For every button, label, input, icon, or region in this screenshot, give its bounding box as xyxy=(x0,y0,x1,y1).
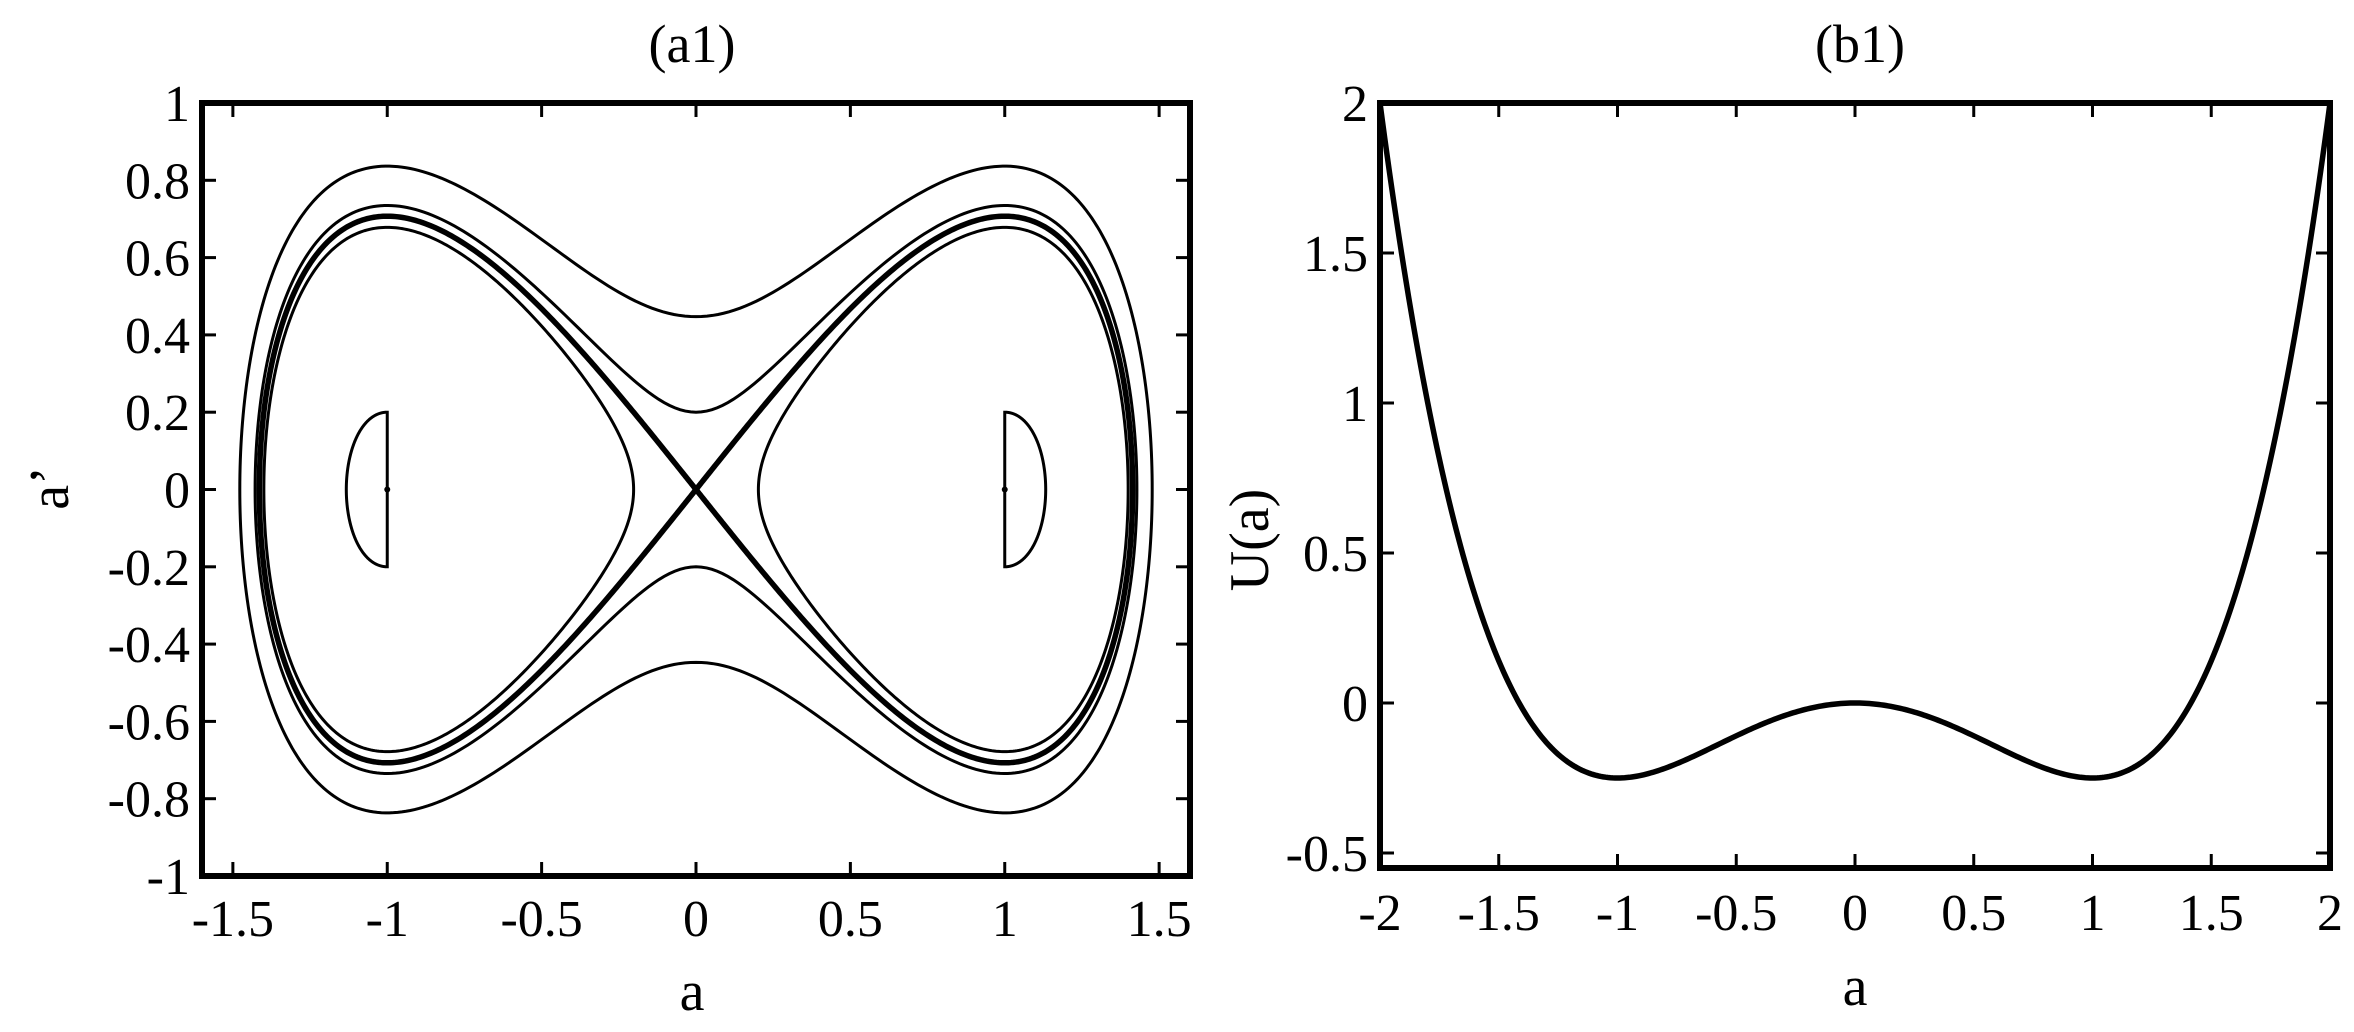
y-axis-label: U(a) xyxy=(1219,489,1281,592)
fixed-point xyxy=(384,486,391,493)
phase-portrait-curves xyxy=(238,164,1154,815)
y-axis-label: a’ xyxy=(19,466,81,510)
y-tick-label: 0 xyxy=(164,463,190,520)
x-tick-label: -1.5 xyxy=(1458,885,1540,942)
y-axis-ticks: 1 0.8 0.6 0.4 0.2 0 -0.2 -0.4 -0.6 -0.8 -1 xyxy=(108,76,1190,906)
phase-curve-inner xyxy=(344,410,389,569)
phase-curve-inner xyxy=(756,225,1130,754)
y-tick-label: 1 xyxy=(1342,376,1368,433)
y-tick-label: -0.5 xyxy=(1286,826,1368,883)
y-tick-label: -0.4 xyxy=(108,617,190,674)
y-tick-label: 0.6 xyxy=(125,231,190,288)
phase-curve-outer xyxy=(253,203,1139,776)
fixed-point xyxy=(693,486,699,493)
y-tick-label: 2 xyxy=(1342,76,1368,133)
x-tick-label: 0.5 xyxy=(1941,885,2006,942)
x-tick-label: 1.5 xyxy=(2179,885,2244,942)
phase-curve-inner xyxy=(1003,410,1048,569)
x-axis-ticks: -2 -1.5 -1 -0.5 0 0.5 1 1.5 2 xyxy=(1358,103,2343,942)
x-tick-label: 0 xyxy=(1842,885,1868,942)
phase-curve-inner xyxy=(262,225,636,754)
y-tick-label: 0 xyxy=(1342,676,1368,733)
x-tick-label: -2 xyxy=(1358,885,1401,942)
x-tick-label: 0.5 xyxy=(818,891,883,948)
x-tick-label: 2 xyxy=(2317,885,2343,942)
panel-b1: (b1) -2 -1.5 -1 -0.5 0 0.5 1 1.5 2 2 1.5 1 0.5 0 -0.5… xyxy=(1219,14,2343,1018)
fixed-point xyxy=(1001,486,1008,493)
x-tick-label: -1 xyxy=(366,891,409,948)
x-tick-label: -0.5 xyxy=(500,891,582,948)
x-axis-label: a xyxy=(1843,956,1868,1018)
x-tick-label: 1 xyxy=(992,891,1018,948)
y-tick-label: -0.2 xyxy=(108,540,190,597)
potential-line xyxy=(1377,102,2333,781)
panel-a1-title: (a1) xyxy=(649,14,736,74)
panel-b1-frame xyxy=(1377,100,2333,871)
panel-a1: (a1) -1.5 -1 -0.5 0 0.5 1 1.5 10.80.60.40.20-0… xyxy=(19,14,1193,1023)
x-tick-label: 1 xyxy=(2080,885,2106,942)
y-axis-ticks: 2 1.5 1 0.5 0 -0.5 xyxy=(1286,76,2330,883)
y-tick-label: 0.2 xyxy=(125,385,190,442)
x-axis-label: a xyxy=(680,961,705,1023)
x-tick-label: -0.5 xyxy=(1695,885,1777,942)
separatrix-curve xyxy=(692,213,1136,766)
y-tick-label: 1 xyxy=(164,76,190,133)
y-tick-label: 0.8 xyxy=(125,153,190,210)
x-tick-label: 0 xyxy=(683,891,709,948)
y-tick-label: 0.4 xyxy=(125,308,190,365)
phase-curve-outer xyxy=(238,164,1154,815)
x-tick-label: -1.5 xyxy=(192,891,274,948)
y-tick-label: -0.8 xyxy=(108,772,190,829)
panel-b1-title: (b1) xyxy=(1815,14,1905,74)
y-tick-label: -1 xyxy=(147,849,190,906)
x-axis-ticks: -1.5 -1 -0.5 0 0.5 1 1.5 xyxy=(192,103,1192,948)
y-tick-label: -0.6 xyxy=(108,694,190,751)
y-tick-label: 1.5 xyxy=(1303,226,1368,283)
y-tick-label: 0.5 xyxy=(1303,526,1368,583)
potential-curve xyxy=(1377,102,2333,781)
x-tick-label: 1.5 xyxy=(1127,891,1192,948)
x-tick-label: -1 xyxy=(1596,885,1639,942)
